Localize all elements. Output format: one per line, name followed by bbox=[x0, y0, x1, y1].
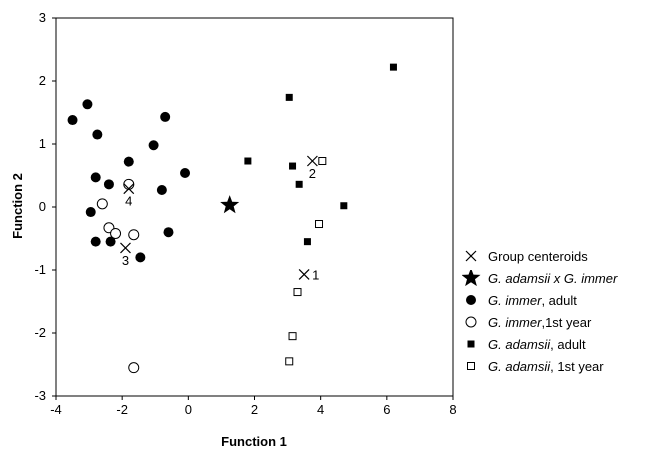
adamsii-adult-point bbox=[389, 63, 397, 71]
y-tick-label: 1 bbox=[39, 136, 46, 151]
x-tick-label: -2 bbox=[116, 402, 128, 417]
immer-adult-point bbox=[85, 207, 96, 218]
legend-item-adamsii-adult: G. adamsii, adult bbox=[462, 333, 617, 355]
immer-1st-point bbox=[96, 198, 108, 210]
legend-symbol bbox=[465, 316, 477, 328]
centroid-label: 1 bbox=[312, 267, 319, 282]
y-tick-label: 0 bbox=[39, 199, 46, 214]
y-axis-title: Function 2 bbox=[10, 173, 25, 239]
adamsii-1st-point bbox=[315, 220, 324, 229]
immer-adult-point bbox=[163, 227, 174, 238]
legend-marker bbox=[466, 295, 476, 305]
immer-1st-point bbox=[128, 229, 140, 241]
immer-adult-point bbox=[156, 184, 167, 195]
y-tick-label: -2 bbox=[34, 325, 46, 340]
hybrid-point bbox=[220, 195, 240, 214]
y-tick-label: 2 bbox=[39, 73, 46, 88]
adamsii-1st-point bbox=[288, 332, 297, 341]
centroids-point bbox=[120, 242, 131, 254]
adamsii-adult-point bbox=[303, 238, 311, 246]
adamsii-1st-point bbox=[293, 288, 302, 297]
legend-label-species: G. adamsii x G. immer bbox=[488, 270, 618, 286]
x-tick-label: 8 bbox=[449, 402, 456, 417]
y-tick-label: -3 bbox=[34, 388, 46, 403]
legend-label: G. immer, adult bbox=[488, 293, 577, 308]
immer-adult-point bbox=[160, 111, 171, 122]
legend-item-immer-1st: G. immer,1st year bbox=[462, 311, 617, 333]
x-axis-title: Function 1 bbox=[221, 434, 287, 449]
adamsii-adult-point bbox=[340, 202, 348, 210]
immer-adult-point bbox=[148, 140, 159, 151]
legend-marker bbox=[465, 250, 477, 262]
legend: Group centeroids G. adamsii x G. immer G. … bbox=[462, 245, 617, 377]
legend-item-immer-adult: G. immer, adult bbox=[462, 289, 617, 311]
immer-adult-point bbox=[180, 167, 191, 178]
x-tick-label: 2 bbox=[251, 402, 258, 417]
y-tick-label: -1 bbox=[34, 262, 46, 277]
adamsii-adult-point bbox=[244, 157, 252, 165]
centroids-point bbox=[123, 183, 135, 195]
legend-symbol bbox=[466, 295, 476, 305]
legend-label-detail: , adult bbox=[541, 292, 577, 308]
legend-symbol bbox=[467, 362, 475, 370]
plot-frame bbox=[55, 17, 454, 397]
adamsii-adult-point bbox=[289, 162, 297, 170]
data-points: 1 2 3 4 bbox=[67, 63, 397, 374]
y-tick-label: 3 bbox=[39, 10, 46, 25]
immer-adult-point bbox=[67, 115, 78, 126]
legend-marker bbox=[467, 362, 475, 370]
immer-adult-point bbox=[103, 179, 114, 190]
centroid-label: 4 bbox=[125, 194, 132, 209]
centroid-label: 3 bbox=[122, 253, 129, 268]
legend-label-detail: Group centeroids bbox=[488, 248, 588, 264]
legend-symbol bbox=[462, 270, 481, 286]
x-tick-label: 6 bbox=[383, 402, 390, 417]
centroids-point bbox=[298, 268, 310, 280]
x-tick-label: 0 bbox=[185, 402, 192, 417]
legend-label-detail: ,1st year bbox=[541, 314, 592, 330]
immer-1st-point bbox=[110, 227, 122, 239]
immer-adult-point bbox=[82, 99, 93, 110]
legend-marker bbox=[465, 316, 477, 328]
legend-label: G. immer,1st year bbox=[488, 315, 591, 330]
legend-label: G. adamsii, adult bbox=[488, 337, 586, 352]
immer-adult-point bbox=[123, 156, 134, 167]
legend-label-species: G. immer bbox=[488, 314, 542, 330]
legend-label-detail: , adult bbox=[550, 336, 586, 352]
adamsii-1st-point bbox=[318, 157, 327, 166]
legend-marker bbox=[467, 340, 475, 348]
legend-label: Group centeroids bbox=[488, 249, 588, 264]
legend-label: G. adamsii x G. immer bbox=[488, 271, 617, 286]
legend-item-hybrid: G. adamsii x G. immer bbox=[462, 267, 617, 289]
legend-symbol bbox=[465, 250, 477, 262]
immer-1st-point bbox=[128, 362, 140, 374]
immer-adult-point bbox=[105, 236, 116, 247]
adamsii-adult-point bbox=[285, 93, 293, 101]
legend-item-adamsii-1st: G. adamsii, 1st year bbox=[462, 355, 617, 377]
legend-label-species: G. immer bbox=[488, 292, 542, 308]
immer-adult-point bbox=[90, 172, 101, 183]
adamsii-1st-point bbox=[285, 357, 294, 366]
immer-adult-point bbox=[135, 252, 146, 263]
legend-label-species: G. adamsii bbox=[488, 336, 551, 352]
centroid-label: 2 bbox=[309, 166, 316, 181]
legend-symbol bbox=[467, 340, 475, 348]
legend-item-centroids: Group centeroids bbox=[462, 245, 617, 267]
axis-ticks: -4 -2 0 2 4 6 8 -3 -2 -1 0 1 2 3 bbox=[34, 10, 456, 417]
immer-adult-point bbox=[90, 236, 101, 247]
immer-1st-point bbox=[123, 178, 135, 190]
immer-adult-point bbox=[92, 129, 103, 140]
x-tick-label: 4 bbox=[317, 402, 324, 417]
x-tick-label: -4 bbox=[50, 402, 62, 417]
centroids-point bbox=[306, 155, 318, 167]
legend-label-species: G. adamsii bbox=[488, 358, 551, 374]
legend-label-detail: , 1st year bbox=[550, 358, 604, 374]
adamsii-adult-point bbox=[295, 180, 303, 188]
legend-label: G. adamsii, 1st year bbox=[488, 359, 604, 374]
legend-marker bbox=[462, 270, 481, 286]
